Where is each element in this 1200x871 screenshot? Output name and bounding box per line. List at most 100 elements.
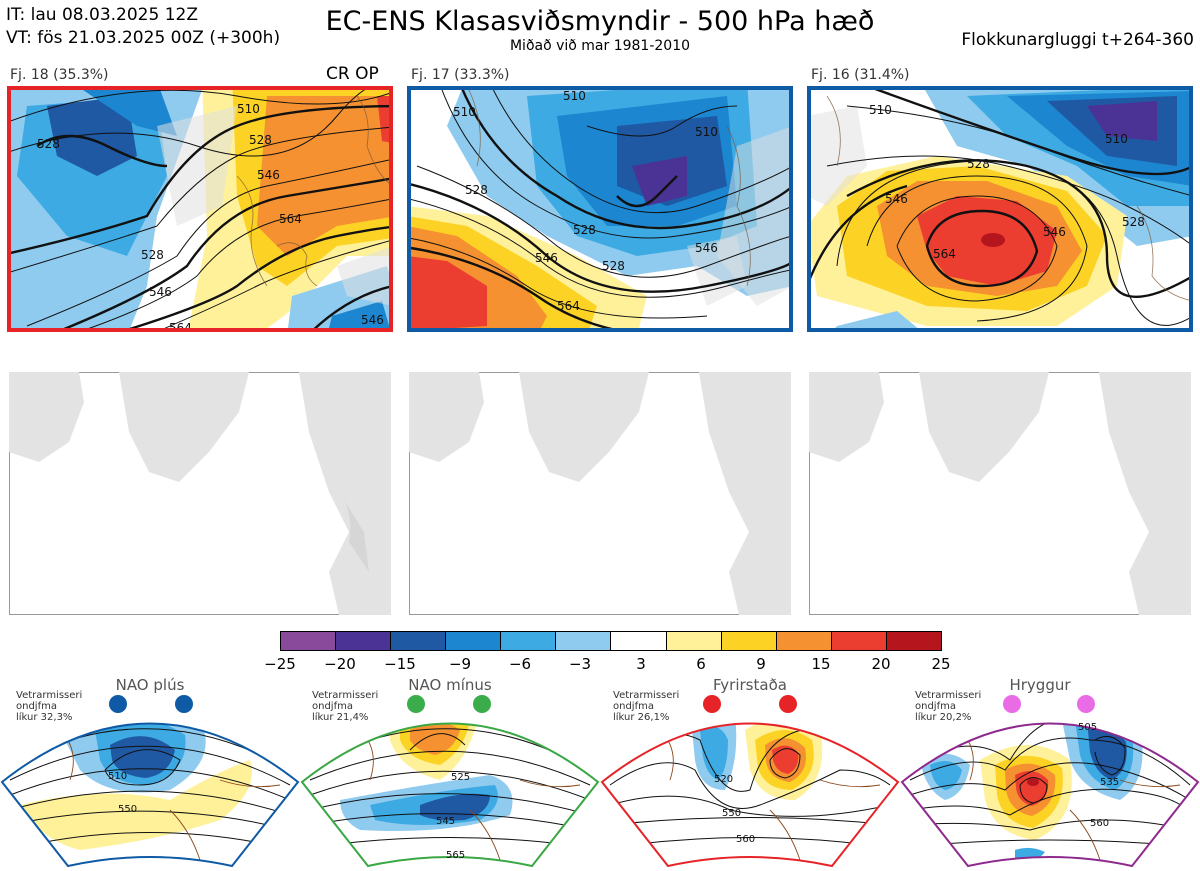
legend-swatch bbox=[831, 632, 887, 650]
regime-note-line: líkur 21,4% bbox=[312, 712, 369, 723]
regime-1-map: 510 550 bbox=[0, 695, 300, 868]
regime-4-outline bbox=[900, 722, 1200, 868]
regime-2-contour-label: 565 bbox=[446, 850, 465, 861]
regime-3-title: Fyrirstaða bbox=[713, 676, 787, 694]
window-label: Flokkunargluggi t+264-360 bbox=[961, 30, 1194, 50]
regime-note-line: Vetrarmisseri bbox=[312, 690, 379, 701]
regime-3-outline bbox=[600, 722, 900, 868]
regime-2-contour-label: 545 bbox=[436, 816, 455, 827]
cluster-1-contour-label: 528 bbox=[249, 133, 272, 147]
legend-label: −9 bbox=[448, 655, 472, 673]
init-time: IT: lau 08.03.2025 12Z bbox=[6, 5, 198, 25]
cluster-3-contour-label: 564 bbox=[933, 247, 956, 261]
page-title: EC-ENS Klasasviðsmyndir - 500 hPa hæð bbox=[325, 6, 875, 37]
regime-note-line: líkur 20,2% bbox=[915, 712, 972, 723]
cluster-2-contour-label: 546 bbox=[535, 251, 558, 265]
page-subtitle: Miðað við mar 1981-2010 bbox=[509, 38, 691, 54]
regime-2-contour-label: 525 bbox=[451, 772, 470, 783]
cluster-2-map: 510 510 510 528 528 528 546 546 564 bbox=[407, 86, 793, 332]
legend-swatch bbox=[446, 632, 502, 650]
regime-2-dot bbox=[473, 695, 491, 713]
legend-swatch bbox=[336, 632, 392, 650]
regime-note-line: ondjfma bbox=[16, 701, 57, 712]
regime-note-line: ondjfma bbox=[915, 701, 956, 712]
regime-3-map: 520 550 560 bbox=[600, 695, 900, 868]
legend-label: 20 bbox=[871, 655, 891, 673]
regime-note-line: ondjfma bbox=[613, 701, 654, 712]
color-legend bbox=[280, 631, 942, 651]
regime-1-dot bbox=[175, 695, 193, 713]
cluster-3-contour-label: 546 bbox=[885, 192, 908, 206]
regime-3-contour-label: 520 bbox=[714, 774, 733, 785]
regime-4-dot bbox=[1003, 695, 1021, 713]
cluster-3-contour-label: 510 bbox=[1105, 132, 1128, 146]
cluster-1-tag: CR OP bbox=[326, 64, 379, 84]
base-map-1 bbox=[9, 372, 391, 615]
regime-1-contour-label: 510 bbox=[108, 771, 127, 782]
regime-note-line: líkur 26,1% bbox=[613, 712, 670, 723]
header-times: IT: lau 08.03.2025 12Z VT: fös 21.03.202… bbox=[6, 4, 280, 50]
cluster-3-label: Fj. 16 (31.4%) bbox=[811, 67, 910, 83]
regime-2-note: Vetrarmisseri ondjfma líkur 21,4% bbox=[312, 690, 378, 723]
legend-label: −3 bbox=[568, 655, 592, 673]
cluster-2-contour-label: 510 bbox=[453, 105, 476, 119]
legend-label: 3 bbox=[636, 655, 646, 673]
cluster-1-label: Fj. 18 (35.3%) bbox=[10, 67, 109, 83]
legend-swatch bbox=[556, 632, 612, 650]
regime-1-outline bbox=[0, 722, 300, 868]
legend-label: 9 bbox=[756, 655, 766, 673]
cluster-2-border bbox=[407, 86, 793, 332]
legend-swatch bbox=[501, 632, 557, 650]
regime-1-note: Vetrarmisseri ondjfma líkur 32,3% bbox=[16, 690, 82, 723]
cluster-2-label: Fj. 17 (33.3%) bbox=[411, 67, 510, 83]
base-map-2 bbox=[409, 372, 791, 615]
cluster-2-contour-label: 528 bbox=[602, 259, 625, 273]
legend-label: 25 bbox=[931, 655, 951, 673]
regime-4-dot bbox=[1077, 695, 1095, 713]
legend-label: −20 bbox=[324, 655, 356, 673]
regime-1-contour-label: 550 bbox=[118, 804, 137, 815]
legend-swatch bbox=[776, 632, 832, 650]
legend-label: −15 bbox=[384, 655, 416, 673]
cluster-1-contour-label: 564 bbox=[279, 212, 302, 226]
legend-label: −25 bbox=[264, 655, 296, 673]
regime-note-line: Vetrarmisseri bbox=[915, 690, 982, 701]
cluster-3-border bbox=[807, 86, 1193, 332]
cluster-1-contour-label: 546 bbox=[257, 168, 280, 182]
regime-note-line: Vetrarmisseri bbox=[613, 690, 680, 701]
cluster-2-contour-label: 528 bbox=[465, 183, 488, 197]
regime-note-line: líkur 32,3% bbox=[16, 712, 73, 723]
cluster-2-contour-label: 510 bbox=[695, 125, 718, 139]
legend-swatch bbox=[281, 632, 337, 650]
regime-3-dot bbox=[779, 695, 797, 713]
regime-4-contour-label: 560 bbox=[1090, 818, 1109, 829]
cluster-3-contour-label: 528 bbox=[967, 157, 990, 171]
regime-4-note: Vetrarmisseri ondjfma líkur 20,2% bbox=[915, 690, 981, 723]
regime-3-contour-label: 550 bbox=[722, 808, 741, 819]
legend-label: −6 bbox=[508, 655, 532, 673]
regime-2-title: NAO mínus bbox=[408, 676, 492, 694]
regime-1-title: NAO plús bbox=[115, 676, 185, 694]
legend-swatch bbox=[886, 632, 941, 650]
legend-label: 6 bbox=[696, 655, 706, 673]
regime-3-note: Vetrarmisseri ondjfma líkur 26,1% bbox=[613, 690, 679, 723]
cluster-1-map: 510 528 528 546 564 528 546 564 546 bbox=[7, 86, 393, 332]
cluster-2-contour-label: 564 bbox=[557, 299, 580, 313]
cluster-3-map: 510 510 528 528 546 546 564 bbox=[807, 86, 1193, 332]
regime-4-contour-label: 505 bbox=[1078, 722, 1097, 733]
cluster-1-contour-label: 546 bbox=[361, 313, 384, 327]
regime-3-contour-label: 560 bbox=[736, 834, 755, 845]
cluster-3-contour-label: 528 bbox=[1122, 215, 1145, 229]
regime-2-map: 525 545 565 bbox=[300, 695, 600, 868]
legend-label: 15 bbox=[811, 655, 831, 673]
regime-2-outline bbox=[300, 722, 600, 868]
cluster-3-contour-label: 510 bbox=[869, 103, 892, 117]
cluster-2-contour-label: 546 bbox=[695, 241, 718, 255]
cluster-2-contour-label: 510 bbox=[563, 89, 586, 103]
cluster-1-border bbox=[7, 86, 393, 332]
regime-note-line: Vetrarmisseri bbox=[16, 690, 83, 701]
legend-swatch bbox=[666, 632, 722, 650]
regime-4-contour-label: 535 bbox=[1100, 777, 1119, 788]
cluster-1-contour-label: 528 bbox=[141, 248, 164, 262]
cluster-3-contour-label: 546 bbox=[1043, 225, 1066, 239]
